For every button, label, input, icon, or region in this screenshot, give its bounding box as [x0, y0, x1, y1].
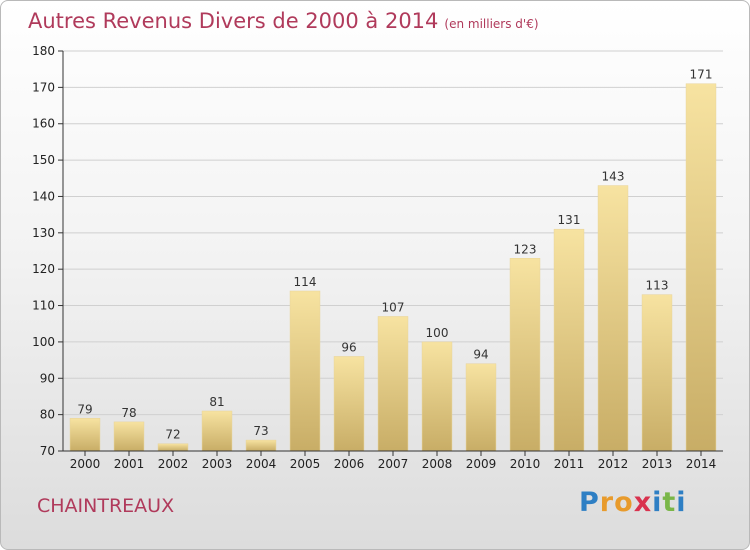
value-label-2014: 171 [690, 68, 713, 82]
bar-2004 [245, 439, 277, 452]
logo-letter: o [614, 487, 634, 518]
labels: 70 80 90 100 110 120 130 140 150 160 170 180 79 2000 7… [32, 44, 716, 471]
bar-2013 [641, 294, 673, 452]
ytick-label: 110 [32, 299, 55, 313]
bars [69, 83, 717, 452]
bar-2012 [597, 185, 629, 452]
xtick-label-2012: 2012 [598, 457, 629, 471]
value-label-2009: 94 [473, 348, 488, 362]
value-label-2003: 81 [209, 395, 224, 409]
title-text: Autres Revenus Divers de 2000 à 2014 [28, 9, 439, 33]
logo-letter: r [599, 487, 615, 518]
proxiti-logo: Proxiti [579, 487, 687, 518]
logo-letter: P [579, 487, 600, 518]
ytick-label: 70 [40, 444, 55, 458]
bar-2007 [377, 316, 409, 452]
xtick-label-2008: 2008 [422, 457, 453, 471]
ytick-label: 180 [32, 44, 55, 58]
ytick-label: 80 [40, 408, 55, 422]
xtick-label-2007: 2007 [378, 457, 409, 471]
chart-title: Autres Revenus Divers de 2000 à 2014 (en … [28, 9, 539, 33]
ytick-label: 160 [32, 117, 55, 131]
ytick-label: 120 [32, 262, 55, 276]
value-label-2007: 107 [382, 300, 405, 314]
ytick-label: 100 [32, 335, 55, 349]
value-label-2005: 114 [294, 275, 317, 289]
logo-letter: i [676, 487, 687, 518]
bar-2009 [465, 363, 497, 452]
xtick-label-2003: 2003 [202, 457, 233, 471]
xtick-label-2010: 2010 [510, 457, 541, 471]
logo-letter: t [662, 487, 677, 518]
logo-letter: i [652, 487, 663, 518]
xtick-label-2013: 2013 [642, 457, 673, 471]
value-label-2000: 79 [77, 402, 92, 416]
ytick-label: 140 [32, 189, 55, 203]
axes [58, 50, 723, 456]
xtick-label-2009: 2009 [466, 457, 497, 471]
bar-2011 [553, 228, 585, 452]
ytick-label: 170 [32, 80, 55, 94]
value-label-2002: 72 [165, 428, 180, 442]
value-label-2010: 123 [514, 242, 537, 256]
xtick-label-2000: 2000 [70, 457, 101, 471]
bar-2002 [157, 443, 189, 452]
xtick-label-2004: 2004 [246, 457, 277, 471]
commune-name: CHAINTREAUX [37, 495, 175, 517]
xtick-label-2005: 2005 [290, 457, 321, 471]
value-label-2011: 131 [558, 213, 581, 227]
bar-2001 [113, 421, 145, 452]
bar-2010 [509, 258, 541, 452]
bar-2005 [289, 290, 321, 452]
ytick-label: 150 [32, 153, 55, 167]
value-label-2013: 113 [646, 279, 669, 293]
xtick-label-2001: 2001 [114, 457, 145, 471]
ytick-label: 130 [32, 226, 55, 240]
bar-2014 [685, 83, 717, 452]
bar-2006 [333, 356, 365, 452]
xtick-label-2002: 2002 [158, 457, 189, 471]
bar-2003 [201, 410, 233, 452]
value-label-2012: 143 [602, 170, 625, 184]
bar-2008 [421, 341, 453, 452]
value-label-2008: 100 [426, 326, 449, 340]
value-label-2001: 78 [121, 406, 136, 420]
xtick-label-2006: 2006 [334, 457, 365, 471]
unit-text: (en milliers d'€) [444, 17, 539, 31]
xtick-label-2014: 2014 [686, 457, 717, 471]
ytick-label: 90 [40, 371, 55, 385]
value-label-2006: 96 [341, 340, 356, 354]
value-label-2004: 73 [253, 424, 268, 438]
xtick-label-2011: 2011 [554, 457, 585, 471]
bar-2000 [69, 418, 101, 452]
logo-letter: x [633, 487, 653, 518]
